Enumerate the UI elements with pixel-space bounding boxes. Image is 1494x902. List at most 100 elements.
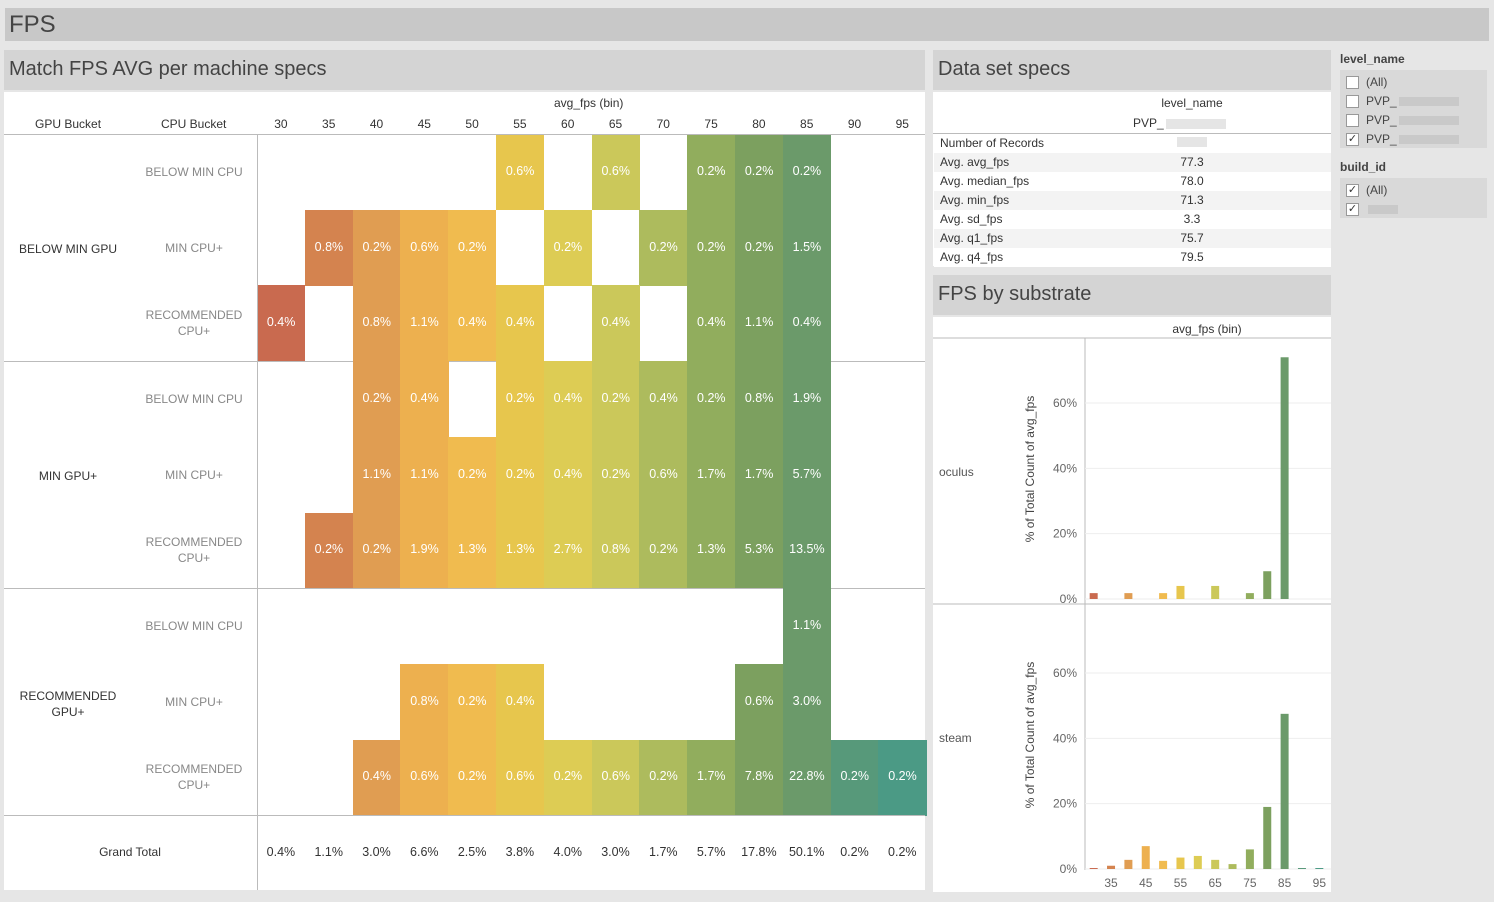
heatmap-cell: 1.7% <box>687 436 736 513</box>
cpu-bucket-label: BELOW MIN CPU <box>145 391 243 406</box>
level-name-filter-title: level_name <box>1340 52 1405 66</box>
gpu-bucket-header: GPU Bucket <box>35 117 102 131</box>
heatmap-cell-label: 1.7% <box>697 466 726 481</box>
filter-option-label <box>1366 202 1398 216</box>
filter-option[interactable]: (All) <box>1346 74 1484 91</box>
spec-row: Avg. median_fps 78.0 <box>934 172 1331 191</box>
heatmap-col-tick: 45 <box>417 117 431 131</box>
heatmap-cell: 0.2% <box>735 134 784 211</box>
spec-value: 75.7 <box>1180 231 1204 245</box>
heatmap-col-tick: 70 <box>656 117 670 131</box>
grand-total-value: 1.7% <box>649 845 678 859</box>
heatmap-cell: 1.5% <box>782 209 831 286</box>
heatmap-cell: 13.5% <box>782 512 831 589</box>
spec-value: 77.3 <box>1180 155 1204 169</box>
grand-total-value: 4.0% <box>553 845 582 859</box>
substrate-bar <box>1211 585 1220 599</box>
spec-value: 71.3 <box>1180 193 1204 207</box>
heatmap-cell: 2.7% <box>543 512 592 589</box>
heatmap-cell-label: 1.1% <box>410 466 439 481</box>
heatmap-cell: 0.2% <box>496 436 545 513</box>
heatmap-cell: 0.6% <box>735 663 784 740</box>
substrate-series-label: oculus <box>939 465 974 479</box>
filter-checkbox[interactable]: ✓ <box>1346 203 1359 216</box>
filter-option[interactable]: ✓ (All) <box>1346 182 1484 199</box>
heatmap-cell: 1.3% <box>687 512 736 589</box>
heatmap-cell: 1.1% <box>400 285 449 362</box>
substrate-bar <box>1159 593 1168 599</box>
heatmap-cell-label: 0.8% <box>410 693 439 708</box>
heatmap-cell: 0.6% <box>591 134 640 211</box>
spec-row: Number of Records <box>934 134 1331 153</box>
heatmap-cell-label: 0.2% <box>601 390 630 405</box>
filter-checkbox[interactable] <box>1346 76 1359 89</box>
heatmap-cell-label: 0.2% <box>362 542 391 557</box>
specs-title: Data set specs <box>938 58 1071 80</box>
heatmap-cell: 0.6% <box>496 134 545 211</box>
grand-total-label: Grand Total <box>99 845 161 859</box>
heatmap-cell-label: 0.2% <box>888 769 917 784</box>
heatmap-col-tick: 60 <box>561 117 575 131</box>
heatmap-cell-label: 0.8% <box>744 390 774 405</box>
filter-option[interactable]: ✓ PVP_ <box>1346 131 1484 148</box>
filter-checkbox[interactable]: ✓ <box>1346 133 1359 146</box>
substrate-bar <box>1297 868 1306 869</box>
substrate-y-tick: 0% <box>1060 592 1078 606</box>
heatmap-cell-label: 0.2% <box>458 239 487 254</box>
filter-option[interactable]: ✓ <box>1346 201 1484 218</box>
heatmap-cell-label: 0.4% <box>649 390 678 405</box>
heatmap-cell: 0.2% <box>687 361 736 438</box>
spec-value: 3.3 <box>1183 212 1201 226</box>
heatmap-cell: 1.1% <box>782 588 831 665</box>
heatmap-cell: 0.4% <box>591 285 640 362</box>
heatmap-cell-label: 0.2% <box>458 466 487 481</box>
heatmap-cell-label: 1.1% <box>792 618 822 633</box>
heatmap-col-tick: 30 <box>274 117 288 131</box>
heatmap-cell: 0.4% <box>543 361 592 438</box>
heatmap-cell: 0.8% <box>735 361 784 438</box>
heatmap-cell-label: 1.9% <box>410 542 439 557</box>
heatmap-cell-label: 0.6% <box>505 769 535 784</box>
heatmap-cell-label: 0.4% <box>553 390 583 405</box>
heatmap-cell-label: 0.4% <box>362 769 391 784</box>
spec-row: Avg. sd_fps 3.3 <box>934 210 1331 229</box>
heatmap-cell: 0.4% <box>782 285 831 362</box>
heatmap-cell: 0.2% <box>543 739 592 816</box>
substrate-x-tick: 65 <box>1208 876 1222 890</box>
filter-checkbox[interactable]: ✓ <box>1346 184 1359 197</box>
filter-checkbox[interactable] <box>1346 114 1359 127</box>
heatmap-cell: 1.1% <box>735 285 784 362</box>
gpu-bucket-label: RECOMMENDED GPU+ <box>19 688 117 719</box>
substrate-bar <box>1211 859 1220 869</box>
heatmap-cell-label: 0.2% <box>744 239 774 254</box>
substrate-bar <box>1263 806 1272 869</box>
heatmap-cell: 1.9% <box>782 361 831 438</box>
heatmap-cell: 0.6% <box>400 209 449 286</box>
substrate-bar <box>1245 593 1254 599</box>
heatmap-cell-label: 1.7% <box>744 466 774 481</box>
heatmap-cell-label: 0.2% <box>697 239 726 254</box>
heatmap-cell: 3.0% <box>782 663 831 740</box>
filter-option[interactable]: PVP_ <box>1346 112 1484 129</box>
grand-total-value: 0.2% <box>840 845 869 859</box>
heatmap-cell-label: 0.8% <box>314 239 344 254</box>
heatmap-cell-label: 3.0% <box>792 693 822 708</box>
filter-option[interactable]: PVP_ <box>1346 93 1484 110</box>
heatmap-cell-label: 0.2% <box>697 390 726 405</box>
heatmap-cell-label: 1.3% <box>458 542 487 557</box>
heatmap-cell: 1.7% <box>735 436 784 513</box>
heatmap-cell-label: 1.9% <box>792 390 822 405</box>
grand-total-value: 1.1% <box>314 845 343 859</box>
heatmap-cell: 0.2% <box>496 361 545 438</box>
heatmap-cell-label: 0.4% <box>505 315 535 330</box>
heatmap-cell: 0.2% <box>782 134 831 211</box>
heatmap-cell-label: 1.3% <box>697 542 726 557</box>
substrate-bar <box>1315 868 1324 869</box>
cpu-bucket-label: MIN CPU+ <box>165 694 223 709</box>
substrate-y-tick: 20% <box>1053 797 1077 811</box>
cpu-bucket-label: MIN CPU+ <box>165 240 223 255</box>
redacted-value <box>1177 137 1207 147</box>
heatmap-cell: 0.8% <box>591 512 640 589</box>
grand-total-value: 0.4% <box>266 845 296 859</box>
filter-checkbox[interactable] <box>1346 95 1359 108</box>
